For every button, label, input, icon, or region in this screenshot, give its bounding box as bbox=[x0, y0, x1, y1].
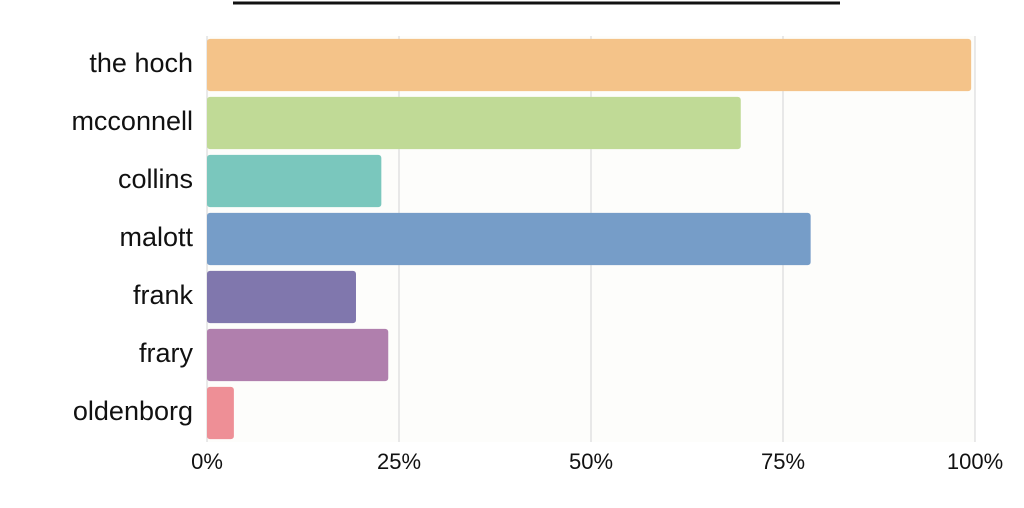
bar bbox=[207, 154, 382, 208]
x-tick-label: 25% bbox=[377, 449, 421, 474]
x-tick-label: 50% bbox=[569, 449, 613, 474]
y-tick-label: frank bbox=[133, 280, 194, 310]
bar bbox=[207, 38, 972, 92]
y-tick-label: oldenborg bbox=[73, 396, 193, 426]
y-tick-label: collins bbox=[118, 164, 193, 194]
y-tick-label: mcconnell bbox=[71, 106, 193, 136]
y-tick-label: the hoch bbox=[89, 48, 193, 78]
bar bbox=[207, 212, 811, 266]
bar bbox=[207, 386, 234, 440]
bar bbox=[207, 96, 741, 150]
x-tick-label: 0% bbox=[191, 449, 223, 474]
x-tick-label: 75% bbox=[761, 449, 805, 474]
y-tick-label: malott bbox=[119, 222, 193, 252]
bar bbox=[207, 270, 356, 324]
y-tick-label: frary bbox=[139, 338, 194, 368]
x-tick-label: 100% bbox=[947, 449, 1003, 474]
bar bbox=[207, 328, 389, 382]
